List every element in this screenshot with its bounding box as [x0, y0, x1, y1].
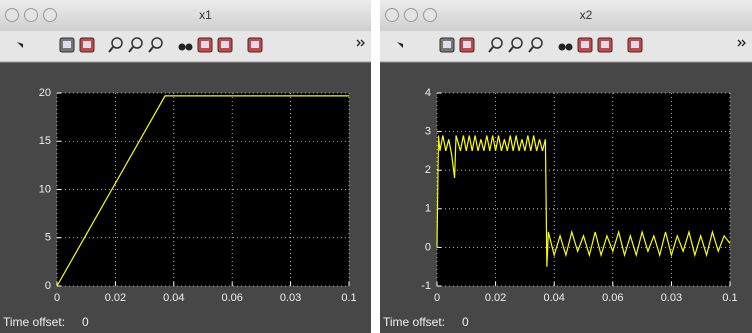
toolbar-more[interactable] — [737, 39, 746, 47]
y-tick-label: 1 — [425, 203, 431, 215]
icon-shape — [511, 37, 523, 49]
icon-shape — [631, 41, 639, 48]
x-tick-label: 0.03 — [661, 292, 682, 304]
toolbar-restore-axes[interactable] — [217, 37, 233, 53]
window-button[interactable] — [24, 8, 38, 22]
toolbar-params[interactable] — [79, 37, 95, 53]
window-button[interactable] — [43, 8, 57, 22]
toolbar-save-axes[interactable] — [577, 37, 593, 53]
window-button[interactable] — [385, 8, 399, 22]
toolbar-save-axes[interactable] — [197, 37, 213, 53]
toolbar-zoom[interactable] — [488, 37, 503, 53]
icon-shape — [488, 46, 494, 53]
toolbar-find[interactable] — [558, 43, 573, 51]
toolbar-floating[interactable] — [627, 37, 643, 53]
icon-shape — [148, 46, 154, 53]
icon-shape — [397, 42, 403, 48]
toolbar-zoom-y[interactable] — [148, 37, 163, 53]
plot-area — [437, 93, 730, 286]
title-bar — [0, 0, 371, 31]
toolbar-print[interactable] — [59, 37, 75, 53]
toolbar-arrow[interactable] — [397, 42, 403, 48]
x-tick-label: 0.02 — [485, 292, 506, 304]
toolbar-print[interactable] — [439, 37, 455, 53]
status-label: Time offset: — [383, 315, 445, 329]
icon-shape — [131, 37, 143, 49]
icon-shape — [108, 46, 114, 53]
status-label: Time offset: — [3, 315, 65, 329]
icon-shape — [17, 42, 23, 48]
x-tick-label: 0.1 — [722, 292, 737, 304]
icon-shape — [601, 41, 609, 48]
y-tick-label: 2 — [425, 164, 431, 176]
y-tick-label: 10 — [39, 183, 51, 195]
x-tick-label: 0.06 — [221, 292, 242, 304]
x-tick-label: 0.04 — [543, 292, 564, 304]
toolbar-zoom-x[interactable] — [128, 37, 143, 53]
toolbar-zoom-x[interactable] — [508, 37, 523, 53]
toolbar — [0, 31, 371, 62]
x-tick-label: 0.06 — [602, 292, 623, 304]
scope-window: x1 0 5 10 15 20 0 0.02 0.04 0.06 0.03 0.1 Time offse… — [0, 0, 371, 333]
window-button[interactable] — [423, 8, 437, 22]
icon-shape — [251, 41, 259, 48]
title-bar — [380, 0, 752, 31]
toolbar-params[interactable] — [459, 37, 475, 53]
icon-shape — [581, 41, 589, 48]
toolbar-zoom[interactable] — [108, 37, 123, 53]
window-button[interactable] — [404, 8, 418, 22]
x-tick-label: 0 — [54, 292, 60, 304]
icon-shape — [528, 46, 534, 53]
toolbar-restore-axes[interactable] — [597, 37, 613, 53]
toolbar-floating[interactable] — [247, 37, 263, 53]
x-tick-label: 0.03 — [280, 292, 301, 304]
window-button[interactable] — [5, 8, 19, 22]
window-title: x2 — [580, 8, 593, 22]
icon-shape — [83, 41, 91, 48]
signal-line — [56, 95, 349, 287]
x-tick-label: 0 — [434, 292, 440, 304]
signal-line — [436, 135, 731, 267]
icon-shape — [508, 46, 514, 53]
icon-shape — [221, 41, 229, 48]
icon-shape — [178, 43, 186, 51]
y-tick-label: 15 — [39, 135, 51, 147]
window-title: x1 — [199, 8, 212, 22]
y-tick-label: 4 — [425, 87, 431, 99]
toolbar-arrow[interactable] — [17, 42, 23, 48]
toolbar-zoom-y[interactable] — [528, 37, 543, 53]
status-value: 0 — [462, 315, 469, 329]
x-tick-label: 0.02 — [105, 292, 126, 304]
x-tick-label: 0.1 — [341, 292, 356, 304]
y-tick-label: 5 — [45, 232, 51, 244]
icon-shape — [565, 43, 573, 51]
icon-shape — [443, 41, 451, 48]
icon-shape — [128, 46, 134, 53]
y-tick-label: 3 — [425, 126, 431, 138]
y-tick-label: 0 — [45, 280, 51, 292]
icon-shape — [185, 43, 193, 51]
icon-shape — [491, 37, 503, 49]
icon-shape — [63, 41, 71, 48]
icon-shape — [558, 43, 566, 51]
status-value: 0 — [82, 315, 89, 329]
y-tick-label: 0 — [425, 241, 431, 253]
icon-shape — [463, 41, 471, 48]
icon-shape — [111, 37, 123, 49]
x-tick-label: 0.04 — [163, 292, 184, 304]
icon-shape — [531, 37, 543, 49]
toolbar-find[interactable] — [178, 43, 193, 51]
toolbar-more[interactable] — [356, 39, 365, 47]
y-tick-label: -1 — [421, 280, 431, 292]
icon-shape — [151, 37, 163, 49]
icon-shape — [201, 41, 209, 48]
y-tick-label: 20 — [39, 87, 51, 99]
